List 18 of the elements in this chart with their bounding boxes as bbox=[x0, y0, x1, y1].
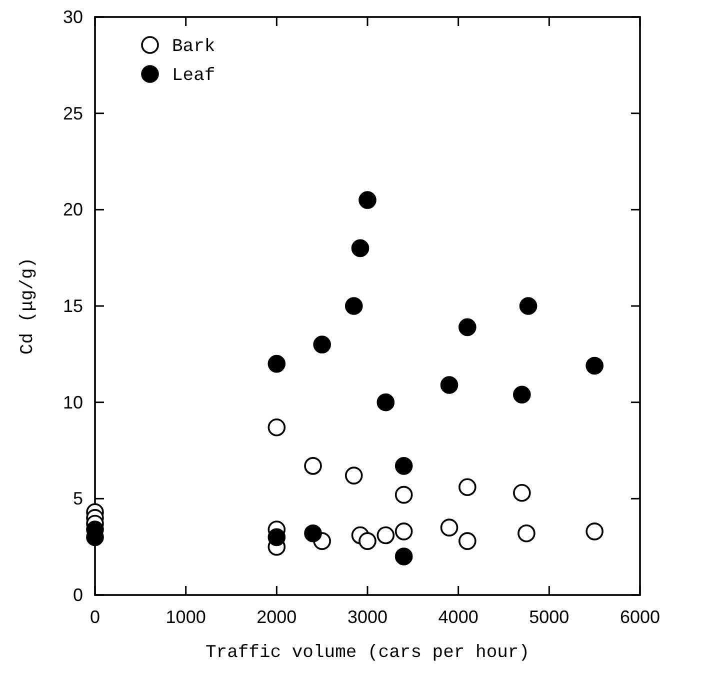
x-tick-label: 2000 bbox=[256, 607, 297, 627]
x-tick-label: 0 bbox=[90, 607, 100, 627]
y-tick-label: 20 bbox=[62, 200, 83, 220]
y-tick-label: 5 bbox=[72, 488, 83, 509]
y-tick-label: 30 bbox=[62, 7, 83, 27]
y-tick-label: 0 bbox=[72, 585, 83, 605]
x-tick-label: 1000 bbox=[166, 607, 206, 627]
x-tick-label: 6000 bbox=[620, 607, 660, 627]
y-tick-label: 10 bbox=[62, 392, 83, 412]
x-tick-label: 3000 bbox=[347, 607, 388, 627]
x-axis-title: Traffic volume (cars per hour) bbox=[205, 643, 530, 663]
y-tick-label: 15 bbox=[62, 296, 83, 316]
y-axis-title: Cd (μg/g) bbox=[18, 257, 38, 355]
legend-label: Leaf bbox=[172, 66, 216, 86]
legend-label: Bark bbox=[172, 37, 216, 57]
y-tick-label: 25 bbox=[62, 103, 83, 124]
x-tick-label: 4000 bbox=[438, 607, 478, 627]
x-tick-label: 5000 bbox=[529, 607, 570, 627]
